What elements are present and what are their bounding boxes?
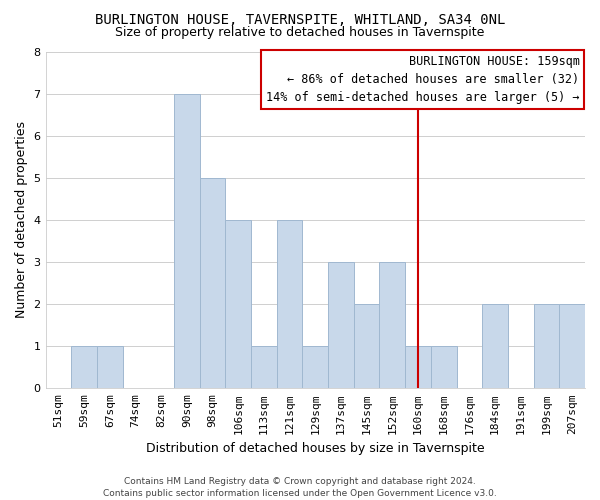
Bar <box>251 346 277 389</box>
Bar <box>482 304 508 388</box>
Bar <box>431 346 457 389</box>
Bar <box>97 346 122 389</box>
Y-axis label: Number of detached properties: Number of detached properties <box>15 122 28 318</box>
Bar <box>533 304 559 388</box>
Bar <box>277 220 302 388</box>
X-axis label: Distribution of detached houses by size in Tavernspite: Distribution of detached houses by size … <box>146 442 485 455</box>
Bar <box>71 346 97 389</box>
Bar <box>226 220 251 388</box>
Bar <box>354 304 379 388</box>
Bar <box>302 346 328 389</box>
Bar <box>200 178 226 388</box>
Bar <box>405 346 431 389</box>
Text: BURLINGTON HOUSE, TAVERNSPITE, WHITLAND, SA34 0NL: BURLINGTON HOUSE, TAVERNSPITE, WHITLAND,… <box>95 12 505 26</box>
Text: Size of property relative to detached houses in Tavernspite: Size of property relative to detached ho… <box>115 26 485 39</box>
Bar <box>174 94 200 389</box>
Bar <box>379 262 405 388</box>
Text: BURLINGTON HOUSE: 159sqm
← 86% of detached houses are smaller (32)
14% of semi-d: BURLINGTON HOUSE: 159sqm ← 86% of detach… <box>266 55 580 104</box>
Text: Contains HM Land Registry data © Crown copyright and database right 2024.
Contai: Contains HM Land Registry data © Crown c… <box>103 476 497 498</box>
Bar <box>328 262 354 388</box>
Bar <box>559 304 585 388</box>
